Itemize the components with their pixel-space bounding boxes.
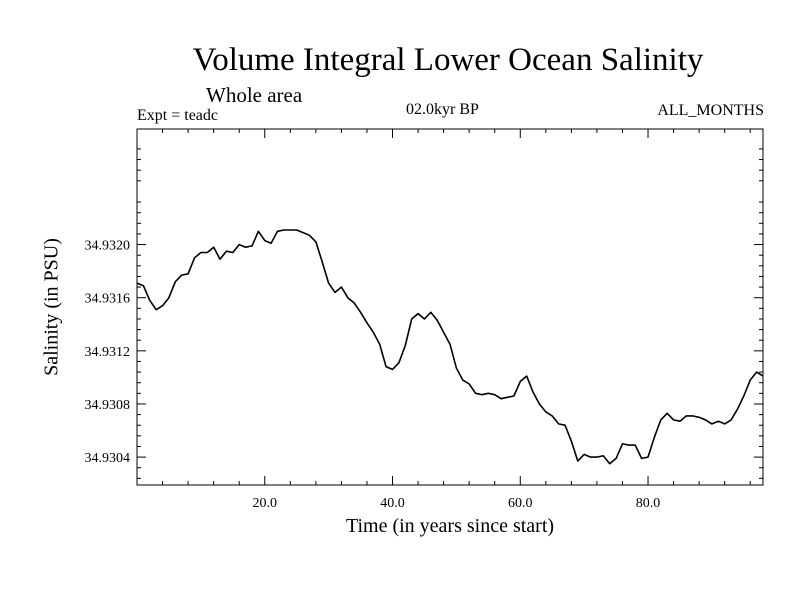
y-tick-label: 34.9312 [85,345,131,360]
x-tick-label: 20.0 [253,496,278,511]
x-axis-label: Time (in years since start) [345,515,555,537]
y-tick-label: 34.9308 [85,398,131,413]
x-tick-label: 40.0 [380,496,405,511]
y-tick-labels: 34.9304 34.9308 34.9312 34.9316 34.9320 [85,239,131,467]
period-label: 02.0kyr BP [406,101,479,118]
plot-frame [136,128,764,486]
y-tick-label: 34.9304 [85,451,131,466]
minor-ticks [137,129,763,485]
chart-subtitle: Whole area [206,83,303,107]
x-tick-labels: 20.0 40.0 60.0 80.0 [253,496,661,511]
y-axis-label: Salinity (in PSU) [40,238,63,376]
y-tick-label: 34.9316 [85,292,131,307]
salinity-series-line [136,229,764,465]
months-label: ALL_MONTHS [657,102,764,119]
experiment-label: Expt = teadc [137,107,218,124]
major-ticks [137,129,763,485]
chart-title: Volume Integral Lower Ocean Salinity [192,42,704,78]
y-tick-label: 34.9320 [85,239,131,254]
x-tick-label: 60.0 [508,496,533,511]
x-tick-label: 80.0 [636,496,661,511]
